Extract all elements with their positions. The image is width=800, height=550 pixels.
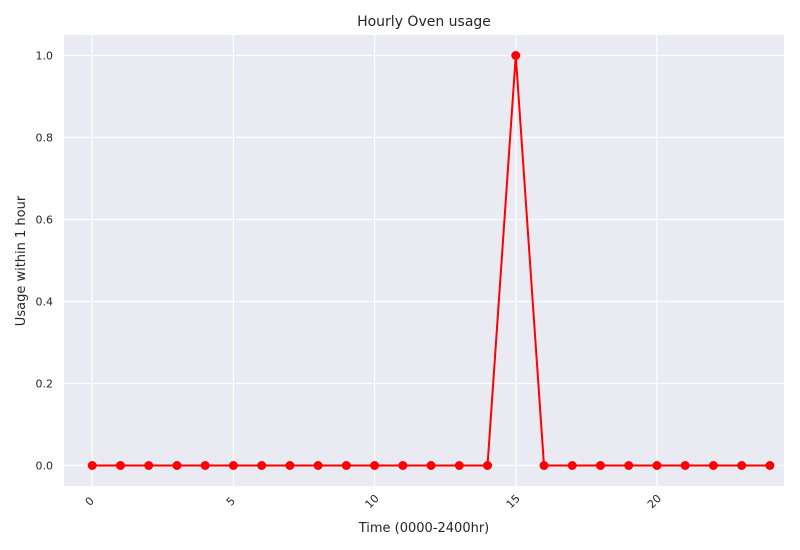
x-tick-label: 10: [363, 492, 382, 511]
data-point: [511, 51, 521, 60]
data-point: [426, 461, 436, 470]
y-tick-label: 0.4: [36, 296, 54, 309]
data-point: [172, 461, 182, 470]
data-point: [87, 461, 97, 470]
chart-title: Hourly Oven usage: [357, 14, 491, 30]
data-point: [595, 461, 605, 470]
y-tick-labels: 0.0 0.2 0.4 0.6 0.8 1.0: [36, 50, 54, 473]
data-point: [680, 461, 690, 470]
x-tick-label: 5: [224, 494, 238, 508]
y-tick-label: 0.2: [36, 378, 54, 391]
x-tick-label: 0: [83, 494, 97, 508]
data-point: [624, 461, 634, 470]
data-point: [313, 461, 323, 470]
y-tick-label: 0.6: [36, 214, 54, 227]
y-tick-label: 0.8: [36, 132, 54, 145]
data-point: [144, 461, 154, 470]
plot-background: [64, 35, 784, 486]
y-tick-label: 1.0: [36, 50, 54, 63]
x-tick-labels: 0 5 10 15 20: [83, 492, 664, 511]
data-point: [228, 461, 238, 470]
data-point: [257, 461, 267, 470]
data-point: [285, 461, 295, 470]
x-tick-label: 20: [645, 492, 664, 511]
data-point: [539, 461, 549, 470]
data-point: [370, 461, 380, 470]
data-point: [454, 461, 464, 470]
y-tick-label: 0.0: [36, 460, 54, 473]
data-point: [567, 461, 577, 470]
data-point: [341, 461, 351, 470]
data-point: [652, 461, 662, 470]
series-layer: [87, 51, 775, 470]
data-point: [398, 461, 408, 470]
y-axis-label: Usage within 1 hour: [14, 195, 29, 326]
x-axis-label: Time (0000-2400hr): [358, 521, 490, 536]
x-tick-label: 15: [504, 492, 523, 511]
data-point: [737, 461, 747, 470]
data-point: [115, 461, 125, 470]
data-point: [200, 461, 210, 470]
data-point: [765, 461, 775, 470]
data-point: [483, 461, 493, 470]
data-point: [708, 461, 718, 470]
